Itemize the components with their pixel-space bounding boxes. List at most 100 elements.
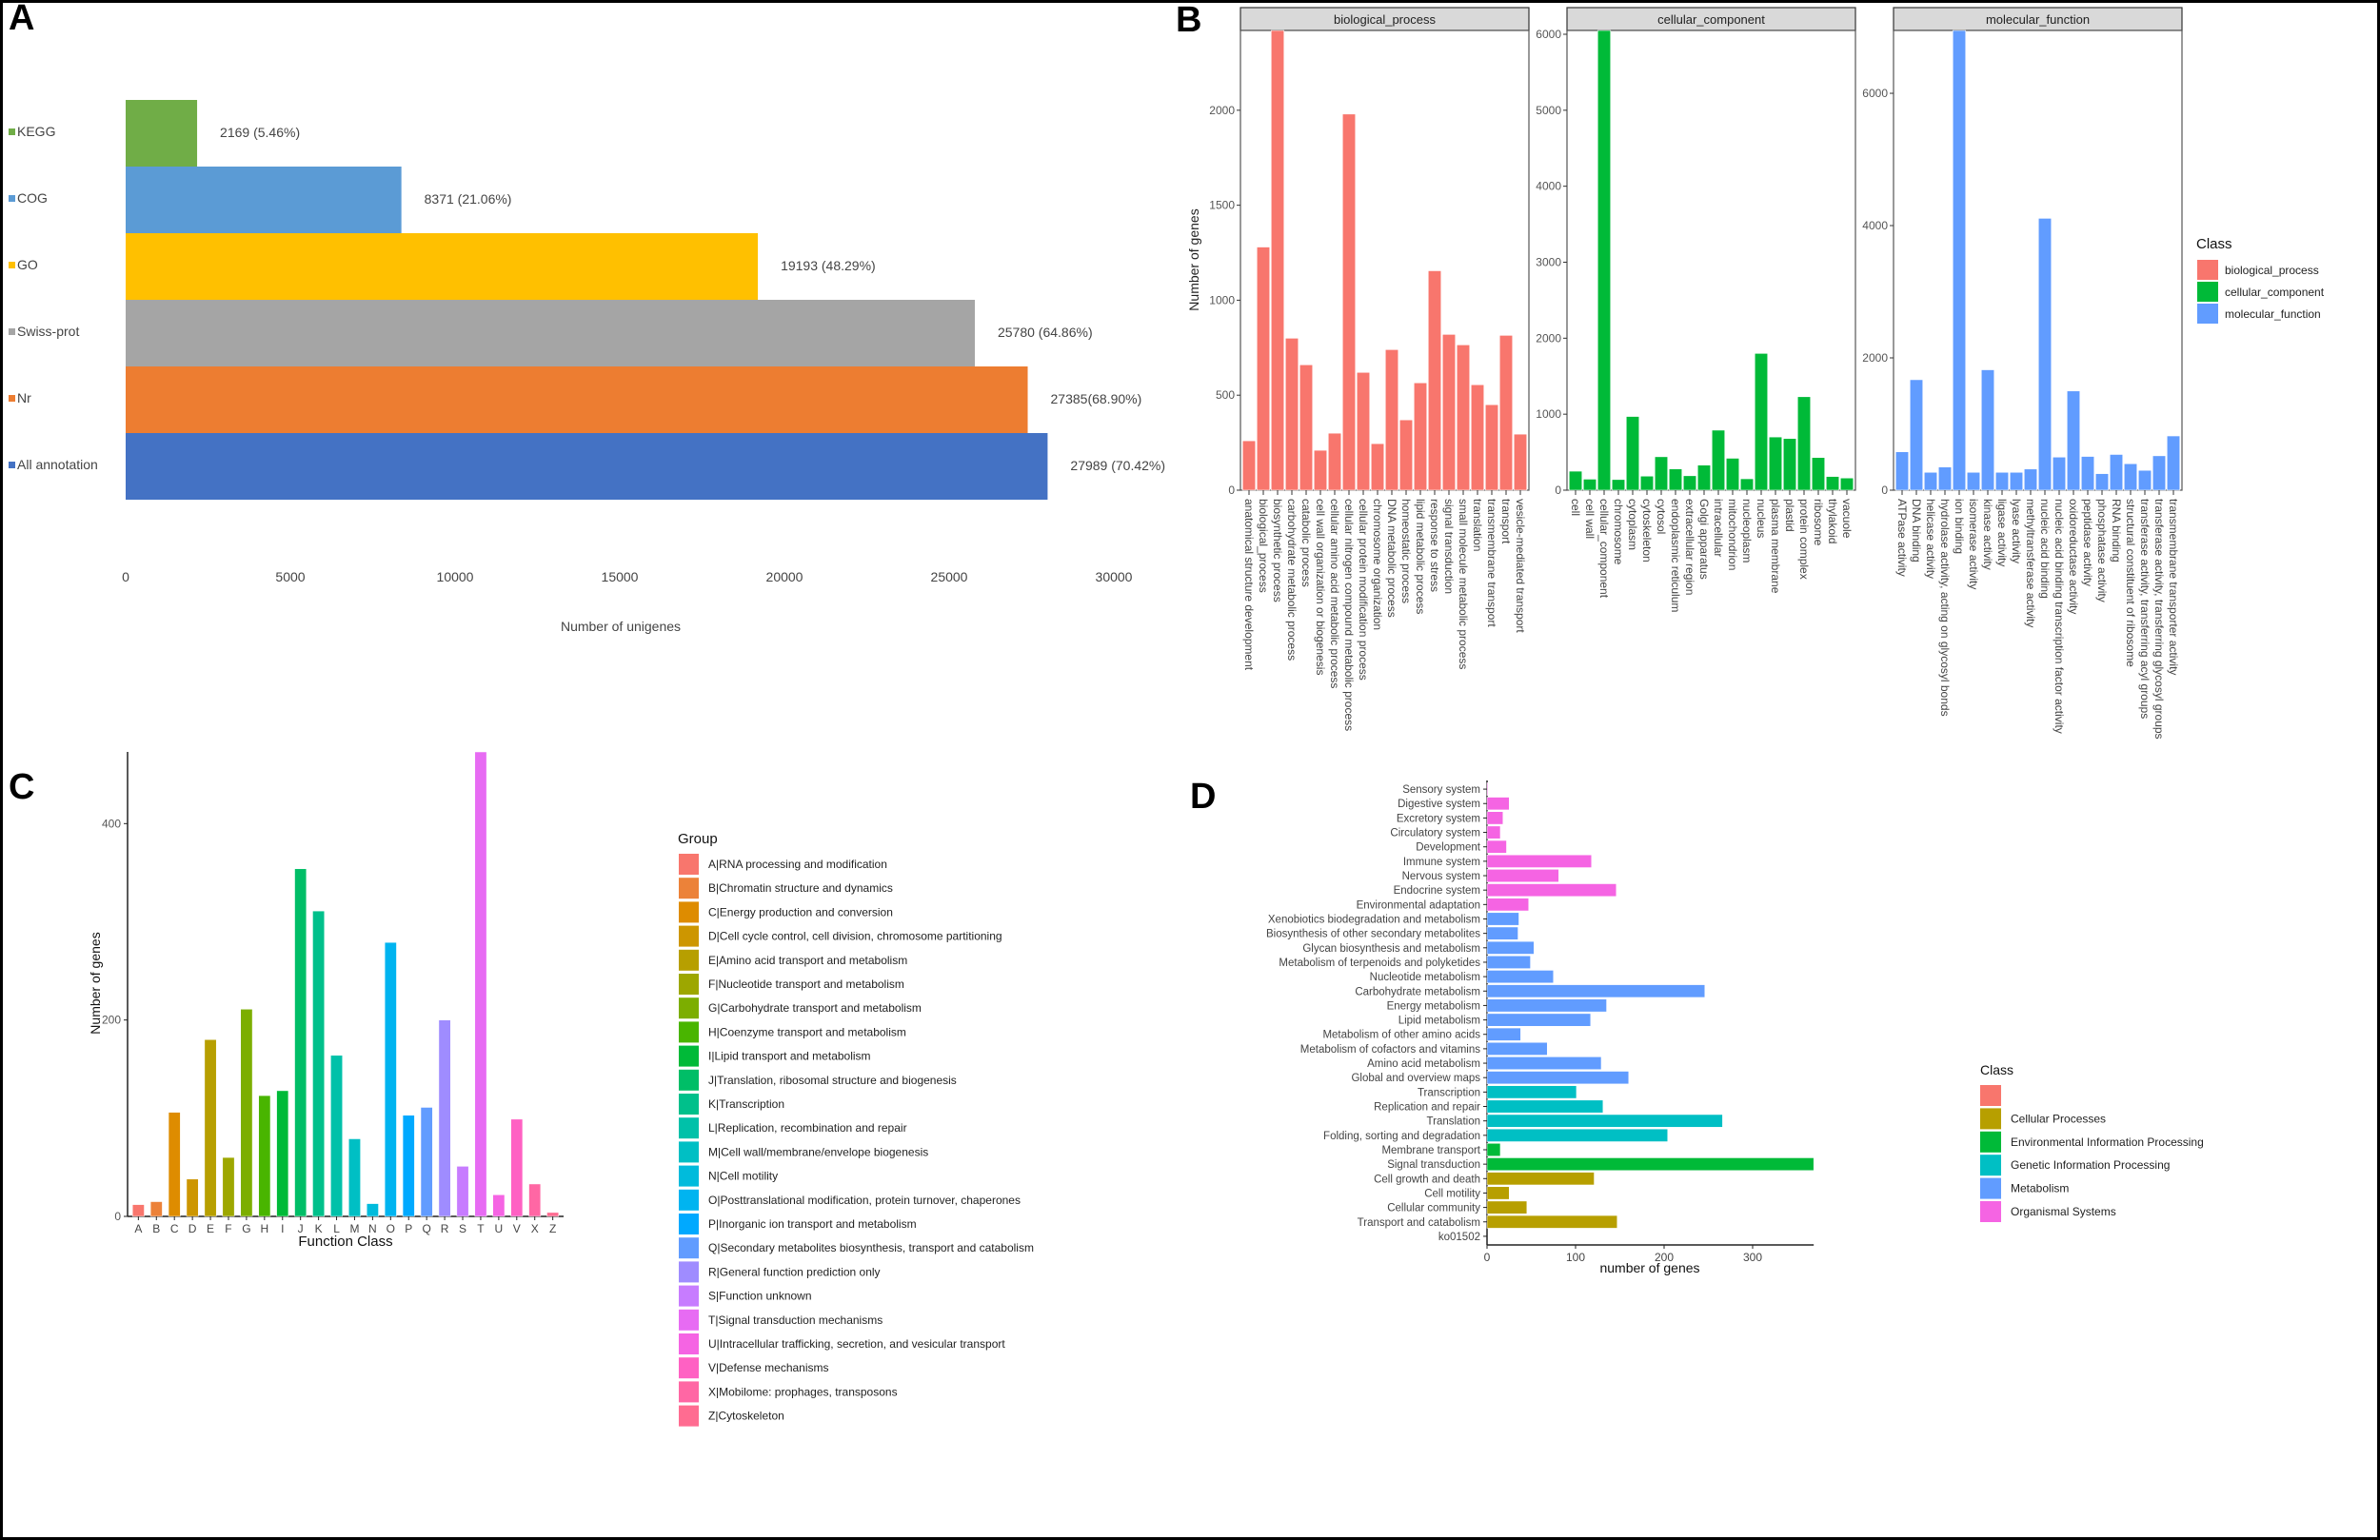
bar — [1456, 345, 1471, 491]
legend-label: J|Translation, ribosomal structure and b… — [708, 1074, 957, 1087]
facet-strip — [1240, 7, 1530, 31]
y-tick-label: 3000 — [1536, 255, 1561, 268]
legend-key — [679, 1141, 699, 1163]
value-label: 27989 (70.42%) — [1070, 458, 1165, 473]
y-tick-label: Sensory system — [1402, 784, 1480, 796]
bar — [2094, 473, 2110, 491]
x-tick-label: nucleoplasm — [1740, 499, 1754, 563]
legend-key — [1980, 1131, 2001, 1153]
x-tick-label: cell wall organization or biogenesis — [1314, 499, 1327, 675]
x-axis-title: number of genes — [1599, 1260, 1699, 1275]
y-tick-label: Transcription — [1418, 1087, 1480, 1098]
y-tick-label: 0 — [114, 1210, 121, 1223]
legend-label: K|Transcription — [708, 1097, 784, 1111]
bar — [1327, 432, 1342, 491]
bar — [1486, 839, 1507, 854]
bar — [1486, 898, 1529, 912]
x-tick-label: G — [242, 1222, 250, 1235]
bar-B — [149, 1201, 163, 1217]
y-tick-label: Translation — [1427, 1116, 1480, 1128]
x-tick-label: 20000 — [766, 569, 803, 584]
bar — [1909, 379, 1924, 491]
legend-label: F|Nucleotide transport and metabolism — [708, 977, 904, 991]
y-tick-label: Cell growth and death — [1374, 1174, 1480, 1185]
x-axis-title: Number of unigenes — [561, 619, 681, 634]
bar-A — [131, 1204, 145, 1217]
y-tick-label: Signal transduction — [1387, 1159, 1480, 1171]
bar — [1625, 416, 1640, 491]
bar — [1611, 479, 1626, 491]
bar — [1313, 449, 1328, 491]
y-tick-label: 5000 — [1536, 104, 1561, 117]
bar — [2123, 463, 2138, 491]
bar — [1582, 479, 1597, 491]
y-tick-label: 0 — [1881, 484, 1888, 497]
legend-label: D|Cell cycle control, cell division, chr… — [708, 930, 1002, 943]
x-tick-label: nucleus — [1755, 499, 1768, 538]
bar — [1370, 443, 1385, 491]
y-tick-label: 0 — [1555, 484, 1561, 497]
x-tick-label: M — [349, 1222, 359, 1235]
bar — [1825, 476, 1840, 491]
x-tick-label: S — [459, 1222, 466, 1235]
x-tick-label: transferase activity, transferring acyl … — [2138, 499, 2152, 719]
legend-key — [679, 1214, 699, 1234]
bar — [1241, 440, 1257, 491]
category-label: Nr — [17, 390, 31, 405]
bar — [1486, 1172, 1595, 1186]
x-tick-label: cell wall — [1583, 499, 1597, 539]
x-tick-label: extracellular region — [1683, 499, 1696, 595]
bar — [1486, 1041, 1548, 1056]
y-tick-label: Folding, sorting and degradation — [1323, 1131, 1480, 1142]
legend-label: cellular_component — [2225, 286, 2325, 299]
x-tick-label: endoplasmic reticulum — [1669, 499, 1682, 612]
legend-key — [679, 1069, 699, 1091]
bar-S — [456, 1166, 469, 1217]
y-tick-label: 1000 — [1536, 407, 1561, 421]
bar — [1994, 471, 2010, 491]
bar-K — [312, 910, 326, 1217]
x-tick-label: carbohydrate metabolic process — [1285, 499, 1299, 661]
x-tick-label: kinase activity — [1981, 499, 1994, 570]
bar — [1486, 984, 1706, 998]
x-tick-label: ATPase activity — [1895, 499, 1909, 577]
x-tick-label: O — [387, 1222, 395, 1235]
legend-label: U|Intracellular trafficking, secretion, … — [708, 1337, 1005, 1351]
bar — [1513, 433, 1528, 491]
y-axis-title: Number of genes — [88, 932, 103, 1034]
legend-key — [1980, 1085, 2001, 1106]
y-tick-label: Development — [1416, 842, 1481, 854]
y-tick-label: 0 — [1228, 484, 1235, 497]
legend-key — [679, 1285, 699, 1307]
y-tick-label: 200 — [102, 1014, 121, 1027]
x-tick-label: RNA binding — [2110, 499, 2123, 563]
bar — [1782, 438, 1797, 491]
legend-label: T|Signal transduction mechanisms — [708, 1313, 883, 1327]
value-label: 19193 (48.29%) — [781, 258, 876, 273]
legend-label: Metabolism — [2011, 1182, 2069, 1195]
x-tick-label: 0 — [122, 569, 129, 584]
y-tick-label: Biosynthesis of other secondary metaboli… — [1266, 929, 1480, 940]
x-tick-label: translation — [1471, 499, 1484, 551]
x-tick-label: signal transduction — [1442, 499, 1456, 594]
bar — [1894, 451, 1910, 491]
x-tick-label: lipid metabolic process — [1414, 499, 1427, 614]
bar — [1597, 30, 1612, 491]
bar — [1486, 956, 1531, 969]
bar — [1839, 477, 1854, 491]
legend-key — [679, 925, 699, 947]
x-tick-label: 10000 — [437, 569, 474, 584]
category-label: GO — [17, 257, 38, 272]
legend-key — [679, 1357, 699, 1379]
x-tick-label: transmembrane transport — [1485, 499, 1498, 627]
legend-key — [1980, 1108, 2001, 1130]
x-axis-title: Function Class — [298, 1234, 392, 1250]
bar — [1486, 1186, 1510, 1200]
x-tick-label: D — [188, 1222, 197, 1235]
bar — [2052, 456, 2067, 491]
y-tick-label: Lipid metabolism — [1398, 1016, 1480, 1027]
x-tick-label: nucleic acid binding — [2038, 499, 2052, 599]
x-tick-label: transport — [1499, 499, 1513, 544]
